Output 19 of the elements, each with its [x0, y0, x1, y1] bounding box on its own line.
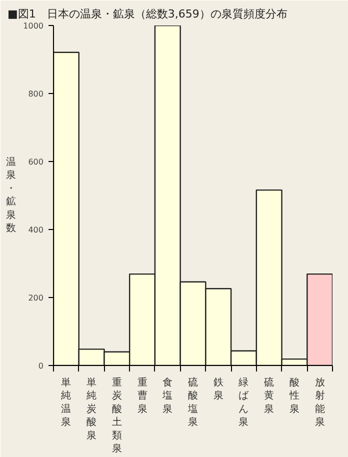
y-tick-label: 1000 [23, 22, 44, 30]
x-tick-label: 単純炭酸泉 [86, 378, 97, 442]
x-tick-label: 放射能泉 [314, 378, 325, 428]
x-tick-label: 食塩泉 [162, 376, 173, 415]
y-tick-label: 800 [28, 90, 44, 98]
chart-title: ■図1 日本の温泉・鉱泉（総数3,659）の泉質頻度分布 [8, 8, 288, 20]
y-tick-label: 600 [28, 158, 44, 166]
x-tick-label: 単純温泉 [61, 378, 72, 428]
y-tick-label: 0 [38, 362, 44, 370]
x-tick-label: 重曹泉 [137, 376, 148, 415]
x-tick-label: 硫酸塩泉 [187, 376, 198, 428]
x-tick-label: 鉄泉 [213, 376, 224, 402]
x-tick-label: 酸性泉 [288, 376, 300, 415]
x-tick-label: 緑ばん泉 [238, 378, 250, 428]
y-axis-title: 温泉・鉱泉数 [6, 156, 16, 234]
y-tick-label: 400 [28, 226, 44, 234]
x-tick-label: 重炭酸土類泉 [112, 376, 122, 454]
y-tick-label: 200 [28, 294, 44, 302]
x-tick-label: 硫黄泉 [264, 376, 274, 415]
